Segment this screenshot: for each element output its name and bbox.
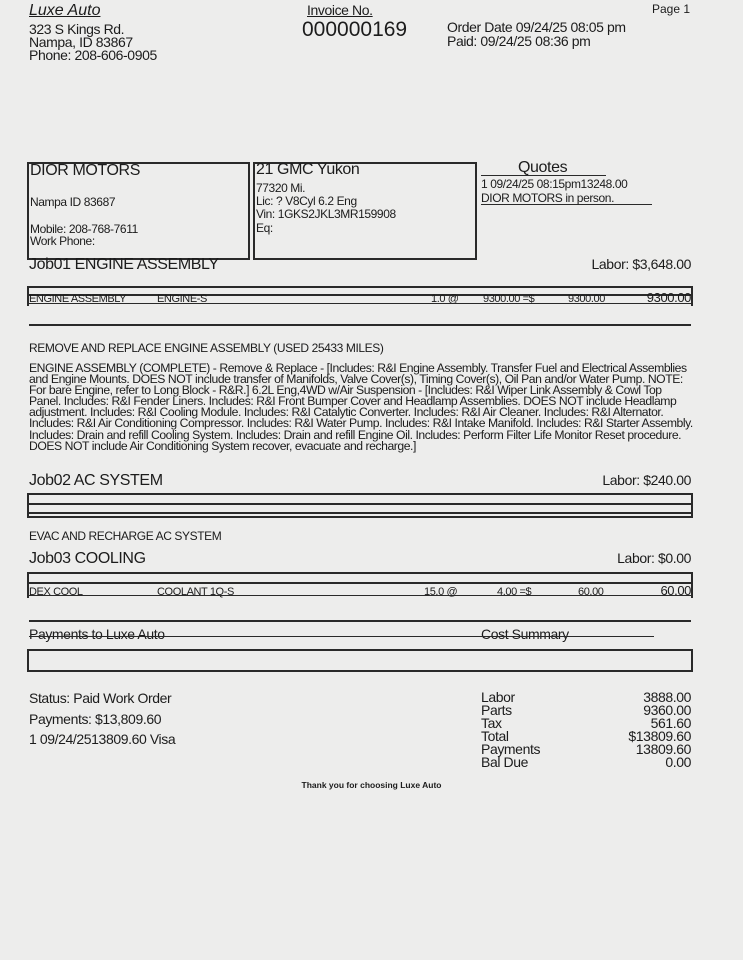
summary-value: 13809.60 xyxy=(635,741,692,757)
order-date: Order Date 09/24/25 08:05 pm xyxy=(447,19,626,35)
summary-label: Tax xyxy=(481,715,502,731)
vehicle-eq: Eq: xyxy=(256,221,273,235)
payments-total: Payments: $13,809.60 xyxy=(29,711,162,727)
part-total: 9300.00 xyxy=(646,290,692,305)
customer-box xyxy=(27,162,250,260)
part-qty: 1.0 @ xyxy=(431,293,459,305)
job-labor: Labor: $0.00 xyxy=(617,550,691,566)
shop-name: Luxe Auto xyxy=(29,2,101,19)
paid-date: Paid: 09/24/25 08:36 pm xyxy=(447,33,591,49)
parts-table xyxy=(27,286,693,306)
summary-label: Total xyxy=(481,728,509,744)
part-code: COOLANT 1Q-S xyxy=(157,586,234,598)
parts-table-divider xyxy=(29,294,691,296)
quote-entry: 1 09/24/25 08:15pm13248.00 xyxy=(481,177,628,191)
job-heading: REMOVE AND REPLACE ENGINE ASSEMBLY (USED… xyxy=(29,341,384,355)
summary-value: 3888.00 xyxy=(643,689,691,705)
payments-box xyxy=(27,649,693,672)
customer-city: Nampa ID 83687 xyxy=(30,195,116,209)
summary-label: Payments xyxy=(481,741,541,757)
customer-name: DIOR MOTORS xyxy=(30,162,140,179)
page-number: Page 1 xyxy=(652,2,691,16)
part-row-strike xyxy=(27,303,693,304)
summary-label: Bal Due xyxy=(481,754,529,770)
vehicle-name: 21 GMC Yukon xyxy=(256,161,360,178)
payments-header-strike xyxy=(29,636,654,637)
summary-value: 9360.00 xyxy=(643,702,691,718)
summary-value: $13809.60 xyxy=(628,728,691,744)
invoice-number: 000000169 xyxy=(302,18,408,41)
parts-table-divider xyxy=(29,503,691,505)
footer-thanks: Thank you for choosing Luxe Auto xyxy=(301,780,442,790)
job-labor: Labor: $240.00 xyxy=(602,472,691,488)
job-title: Job03 COOLING xyxy=(29,550,146,567)
part-price: 9300.00 =$ xyxy=(483,293,535,305)
payment-entry: 1 09/24/2513809.60 Visa xyxy=(29,731,176,747)
parts-table xyxy=(27,572,693,598)
cost-summary-title: Cost Summary xyxy=(481,626,569,642)
status: Status: Paid Work Order xyxy=(29,690,172,706)
quote-contact-underline xyxy=(481,204,652,205)
part-extended: 60.00 xyxy=(578,586,604,598)
job-description: ENGINE ASSEMBLY (COMPLETE) - Remove & Re… xyxy=(29,361,693,453)
part-qty: 15.0 @ xyxy=(424,586,458,598)
job-heading: EVAC AND RECHARGE AC SYSTEM xyxy=(29,529,222,543)
customer-mobile: Mobile: 208-768-7611 xyxy=(30,222,138,236)
job-title: Job01 ENGINE ASSEMBLY xyxy=(29,256,219,273)
summary-label: Parts xyxy=(481,702,512,718)
section-divider xyxy=(29,620,691,622)
parts-table-divider xyxy=(29,582,691,584)
quote-contact: DIOR MOTORS in person. xyxy=(481,191,615,205)
summary-label: Labor xyxy=(481,689,515,705)
payments-title: Payments to Luxe Auto xyxy=(29,626,165,642)
part-extended: 9300.00 xyxy=(568,293,605,305)
job-divider xyxy=(29,324,691,326)
quotes-title: Quotes xyxy=(518,159,568,176)
summary-value: 0.00 xyxy=(665,754,691,770)
shop-address-1: 323 S Kings Rd. xyxy=(29,21,125,37)
parts-table xyxy=(27,493,693,518)
job-title: Job02 AC SYSTEM xyxy=(29,472,163,489)
job-labor: Labor: $3,648.00 xyxy=(591,256,692,272)
quotes-underline xyxy=(481,175,606,176)
part-name: DEX COOL xyxy=(29,586,83,598)
part-row-strike xyxy=(27,595,693,596)
vehicle-mileage: 77320 Mi. xyxy=(256,181,306,195)
part-code: ENGINE-S xyxy=(157,293,207,305)
summary-value: 561.60 xyxy=(650,715,692,731)
vehicle-vin: Vin: 1GKS2JKL3MR159908 xyxy=(256,207,396,221)
vehicle-box xyxy=(253,162,477,260)
shop-phone: Phone: 208-606-0905 xyxy=(29,47,157,63)
invoice-label: Invoice No. xyxy=(307,2,373,18)
customer-work-phone: Work Phone: xyxy=(30,234,95,248)
part-name: ENGINE ASSEMBLY xyxy=(29,293,127,305)
shop-address-2: Nampa, ID 83867 xyxy=(29,34,133,50)
part-total: 60.00 xyxy=(660,583,691,598)
parts-table-divider xyxy=(29,512,691,514)
part-price: 4.00 =$ xyxy=(497,586,532,598)
vehicle-lic: Lic: ? V8Cyl 6.2 Eng xyxy=(256,194,357,208)
